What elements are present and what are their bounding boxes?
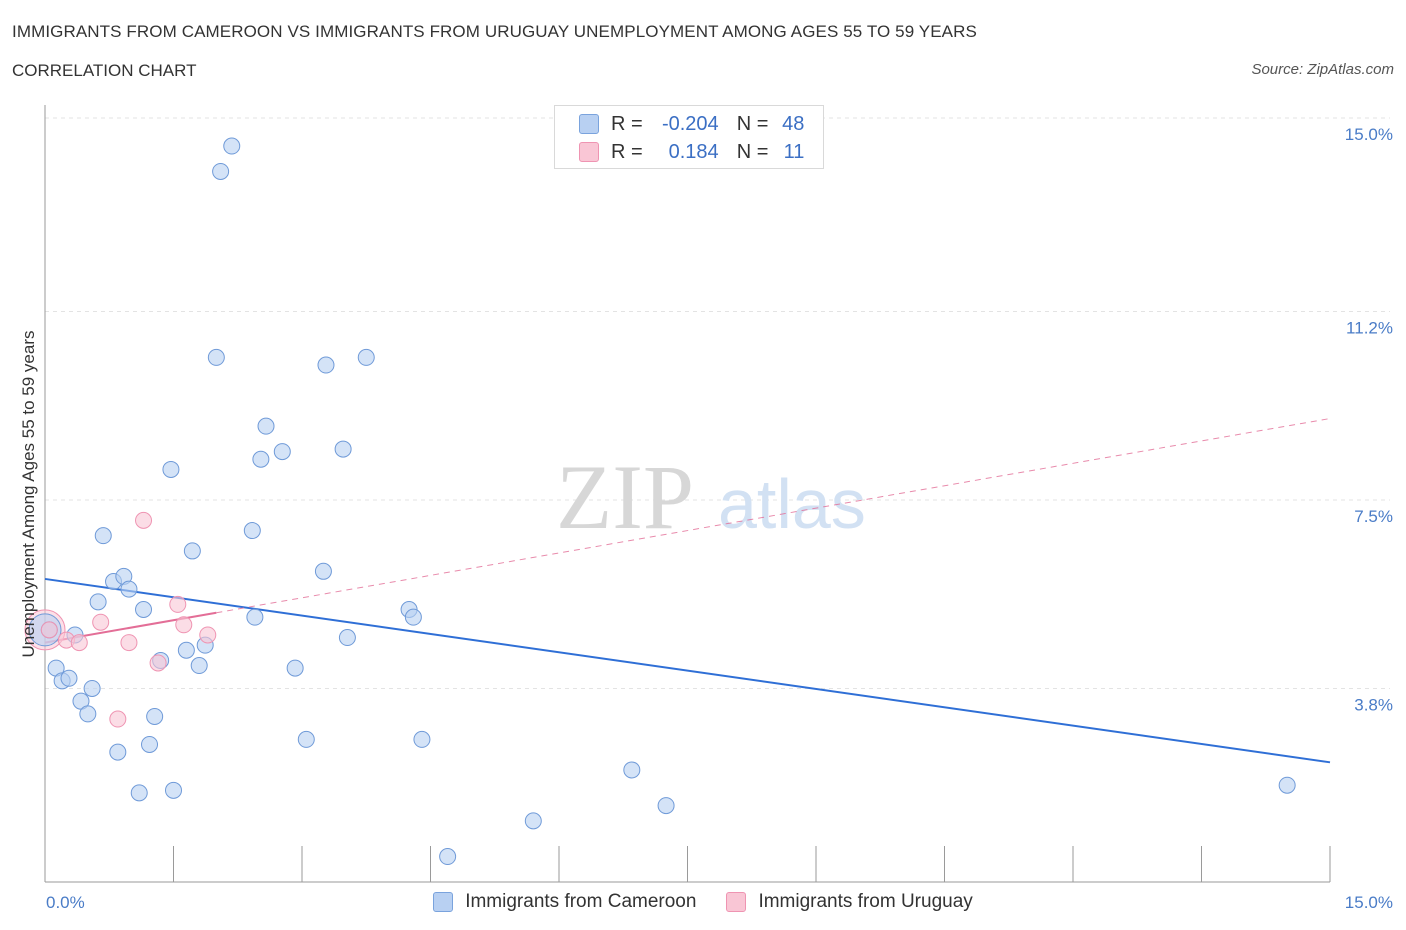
r-label: R = xyxy=(611,140,643,163)
n-value-cameroon: 48 xyxy=(782,112,805,135)
gridlines xyxy=(45,117,1390,689)
legend-row-cameroon: R = -0.204 N = 48 xyxy=(579,111,804,137)
point-cameroon xyxy=(439,848,457,866)
point-uruguay xyxy=(70,634,88,652)
point-cameroon xyxy=(273,443,291,461)
chart-subtitle: CORRELATION CHART xyxy=(12,61,197,80)
point-uruguay xyxy=(175,616,193,634)
legend-swatch-cameroon xyxy=(433,892,454,912)
trend-line-uruguay-dashed xyxy=(216,418,1331,614)
legend-item-cameroon[interactable]: Immigrants from Cameroon xyxy=(433,888,696,916)
point-cameroon xyxy=(623,761,641,779)
point-uruguay xyxy=(120,634,138,652)
x-tick-label: 0.0% xyxy=(46,893,85,912)
legend-swatch-uruguay xyxy=(726,892,747,912)
trend-line-cameroon xyxy=(44,577,1331,764)
watermark: ZIP atlas xyxy=(556,446,866,548)
point-cameroon xyxy=(165,781,182,799)
legend-swatch-uruguay xyxy=(579,142,599,162)
point-cameroon xyxy=(252,450,270,468)
point-uruguay xyxy=(92,613,110,631)
n-label: N = xyxy=(736,140,769,163)
chart-title: IMMIGRANTS FROM CAMEROON VS IMMIGRANTS F… xyxy=(12,22,977,41)
point-cameroon xyxy=(257,417,275,435)
r-value-uruguay: 0.184 xyxy=(668,140,719,163)
point-cameroon xyxy=(162,460,180,478)
y-tick-label: 3.8% xyxy=(1354,695,1393,714)
point-uruguay xyxy=(149,654,167,672)
data-points xyxy=(24,137,1296,866)
point-uruguay xyxy=(40,621,58,639)
point-cameroon xyxy=(657,797,675,815)
point-cameroon xyxy=(183,542,201,560)
point-cameroon xyxy=(60,669,78,687)
watermark-atlas: atlas xyxy=(718,465,866,543)
legend-item-uruguay[interactable]: Immigrants from Uruguay xyxy=(726,888,973,916)
point-cameroon xyxy=(297,730,315,748)
r-value-cameroon: -0.204 xyxy=(661,112,719,135)
point-cameroon xyxy=(317,356,335,374)
x-tick-label: 15.0% xyxy=(1345,893,1393,912)
point-uruguay xyxy=(135,511,153,529)
point-cameroon xyxy=(524,812,542,830)
point-cameroon xyxy=(243,522,261,540)
point-cameroon xyxy=(146,707,164,725)
source-label: Source: ZipAtlas.com xyxy=(1251,61,1394,78)
point-uruguay xyxy=(169,595,187,613)
point-cameroon xyxy=(338,629,356,647)
point-cameroon xyxy=(286,659,304,677)
n-label: N = xyxy=(736,112,769,135)
point-cameroon xyxy=(83,679,101,697)
tick-labels: 3.8% 7.5% 11.2% 15.0% 0.0% 15.0% xyxy=(46,125,1393,912)
point-cameroon xyxy=(94,527,112,545)
point-cameroon xyxy=(79,705,97,723)
point-cameroon xyxy=(141,735,159,753)
point-cameroon xyxy=(177,641,195,659)
correlation-legend: R = -0.204 N = 48 R = 0.184 N = 11 xyxy=(554,105,824,169)
legend-row-uruguay: R = 0.184 N = 11 xyxy=(579,139,804,165)
point-cameroon xyxy=(314,562,332,580)
point-cameroon xyxy=(246,608,264,626)
point-uruguay xyxy=(199,626,217,644)
point-uruguay xyxy=(109,710,127,728)
point-cameroon xyxy=(190,657,208,675)
watermark-zip: ZIP xyxy=(556,446,694,548)
point-cameroon xyxy=(135,601,153,619)
point-cameroon xyxy=(357,348,375,366)
y-tick-label: 11.2% xyxy=(1346,319,1393,338)
r-label: R = xyxy=(611,112,643,135)
point-cameroon xyxy=(89,593,107,611)
legend-swatch-cameroon xyxy=(579,114,599,134)
point-cameroon xyxy=(1278,776,1296,794)
point-cameroon xyxy=(207,348,225,366)
axes xyxy=(44,105,1331,883)
point-cameroon xyxy=(334,440,352,458)
point-cameroon xyxy=(413,730,431,748)
legend-label-uruguay: Immigrants from Uruguay xyxy=(758,891,973,912)
point-cameroon xyxy=(223,137,241,155)
point-cameroon xyxy=(120,580,138,598)
n-value-uruguay: 11 xyxy=(783,140,805,163)
y-tick-label: 7.5% xyxy=(1354,507,1393,526)
series-legend: Immigrants from Cameroon Immigrants from… xyxy=(0,888,1406,916)
point-cameroon xyxy=(109,743,127,761)
y-tick-label: 15.0% xyxy=(1345,125,1393,144)
point-cameroon xyxy=(130,784,148,802)
point-cameroon xyxy=(212,162,230,180)
point-cameroon xyxy=(404,608,422,626)
legend-label-cameroon: Immigrants from Cameroon xyxy=(465,891,697,912)
y-axis-label: Unemployment Among Ages 55 to 59 years xyxy=(19,331,38,658)
